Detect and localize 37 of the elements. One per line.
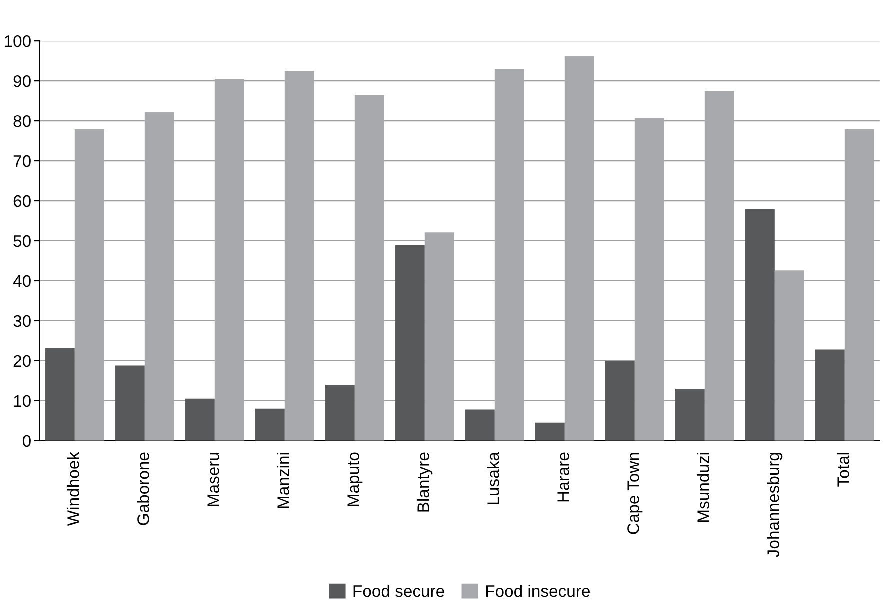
y-tick-label: 70 (14, 155, 31, 168)
x-tick-label: Maseru (208, 453, 220, 506)
y-tick-label: 100 (5, 35, 31, 48)
y-tick-label: 0 (22, 435, 31, 448)
y-tick-label: 30 (14, 315, 31, 328)
x-tick-label: Windhoek (67, 452, 80, 526)
legend-label: Food insecure (486, 584, 590, 598)
bar (46, 348, 75, 441)
legend-label: Food secure (354, 584, 444, 598)
x-tick-label: Manzini (277, 453, 290, 508)
bar (466, 410, 495, 441)
bar (816, 350, 845, 441)
x-tick-label: Blantyre (417, 452, 433, 512)
bar (256, 408, 285, 441)
bar (746, 209, 775, 441)
bar (116, 366, 145, 441)
x-tick-label: Total (837, 453, 850, 487)
x-tick-label: Johannesburg (767, 453, 783, 558)
y-tick-label: 40 (13, 275, 31, 288)
bar (326, 384, 355, 441)
y-tick-label: 90 (14, 75, 31, 88)
x-tick-label: Lusaka (487, 452, 500, 504)
x-tick-label: Gaborone (137, 452, 150, 526)
y-tick-label: 60 (14, 195, 31, 208)
x-tick-label: Cape Town (628, 453, 643, 534)
y-tick-label: 80 (14, 115, 31, 128)
x-tick-label: Msunduzi (697, 453, 710, 522)
bar (676, 388, 705, 441)
y-tick-label: 50 (14, 235, 31, 248)
x-tick-label: Maputo (348, 452, 363, 506)
bar (186, 398, 215, 441)
y-tick-label: 10 (14, 395, 31, 408)
y-tick-label: 20 (14, 355, 31, 368)
bar (396, 245, 425, 441)
bar (536, 422, 565, 441)
bar (606, 360, 635, 441)
x-tick-label: Harare (558, 452, 570, 502)
